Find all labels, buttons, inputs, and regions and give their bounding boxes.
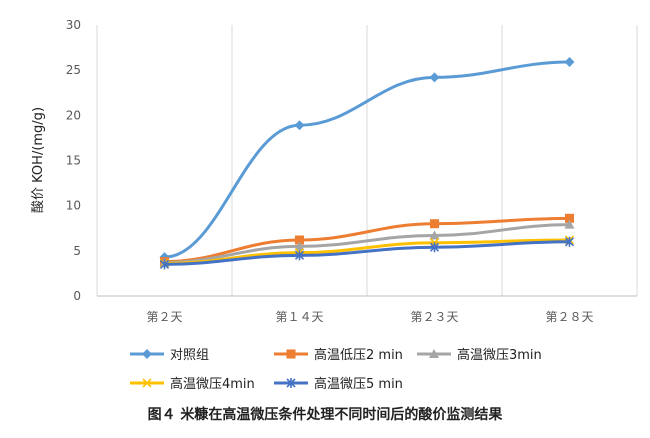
y-tick-label: 5 <box>73 244 81 258</box>
legend: 对照组 高温低压2 min 高温微压3min 高温微压4min 高温微压5 min <box>130 347 542 392</box>
y-axis-label: 酸价 KOH/(mg/g) <box>31 107 46 213</box>
legend-marker <box>429 349 439 358</box>
legend-marker <box>142 349 152 359</box>
data-point <box>295 235 304 245</box>
data-point <box>430 219 439 229</box>
data-point <box>429 242 440 253</box>
data-point <box>564 57 575 68</box>
y-tick-label: 25 <box>66 63 81 77</box>
y-tick-label: 20 <box>66 108 81 122</box>
data-point <box>294 250 305 261</box>
data-point <box>159 259 170 270</box>
legend-label: 高温微压3min <box>457 347 542 363</box>
legend-item: 高温低压2 min <box>274 347 403 363</box>
series-line <box>164 238 570 265</box>
legend-label: 对照组 <box>170 348 209 363</box>
y-tick-labels: 0 5 10 15 20 25 30 <box>66 18 81 303</box>
data-point <box>429 72 440 83</box>
data-point <box>565 213 574 223</box>
legend-label: 高温低压2 min <box>314 347 403 363</box>
data-point <box>294 120 305 131</box>
legend-item: 高温微压4min <box>130 376 255 392</box>
series-line <box>164 216 570 264</box>
series-layer <box>159 57 575 270</box>
series-line <box>164 60 570 259</box>
x-tick-label: 第２３天 <box>410 310 458 324</box>
legend-label: 高温微压5 min <box>314 376 403 392</box>
series-line <box>164 240 570 266</box>
x-tick-labels: 第２天 第１４天 第２３天 第２８天 <box>146 310 593 324</box>
x-tick-label: 第２天 <box>146 310 182 324</box>
legend-item: 高温微压5 min <box>274 376 403 392</box>
figure-caption: 图４ 米糠在高温微压条件处理不同时间后的酸价监测结果 <box>147 407 503 423</box>
legend-marker <box>142 378 152 388</box>
legend-item: 对照组 <box>130 348 209 363</box>
data-point <box>294 241 305 251</box>
legend-marker <box>286 349 296 359</box>
legend-label: 高温微压4min <box>170 376 255 392</box>
x-tick-label: 第２８天 <box>545 310 593 324</box>
data-point <box>564 219 575 229</box>
y-tick-label: 30 <box>66 18 81 32</box>
series-line <box>164 223 570 265</box>
y-tick-label: 0 <box>73 289 81 303</box>
series-5 <box>159 236 575 270</box>
y-tick-label: 15 <box>66 154 81 168</box>
data-point <box>564 236 575 247</box>
series-1 <box>159 57 575 263</box>
y-tick-label: 10 <box>66 199 81 213</box>
x-tick-label: 第１４天 <box>275 310 323 324</box>
legend-marker <box>286 378 296 388</box>
data-point <box>429 230 440 240</box>
legend-item: 高温微压3min <box>417 347 542 363</box>
